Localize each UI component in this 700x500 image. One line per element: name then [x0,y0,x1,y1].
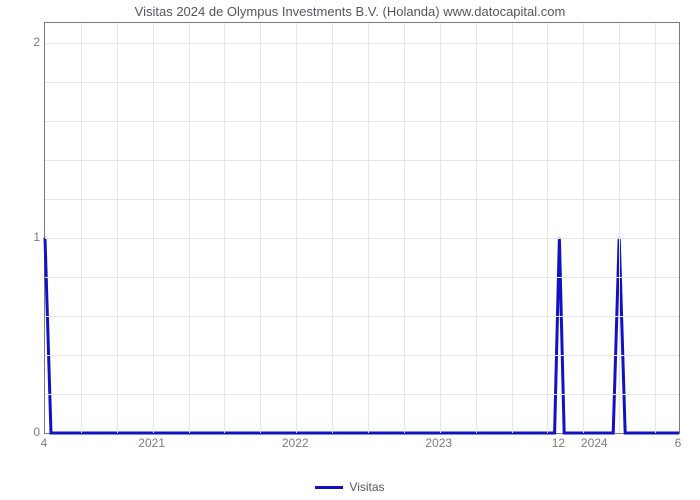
grid-line-horizontal [45,82,679,83]
x-axis-tick-label: 2024 [581,436,608,450]
legend-swatch [315,486,343,489]
grid-line-vertical [368,23,369,433]
y-axis-tick-label: 0 [10,425,40,439]
grid-line-vertical [547,23,548,433]
x-axis-tick-label: 12 [552,436,565,450]
grid-line-vertical [619,23,620,433]
grid-line-vertical [81,23,82,433]
y-axis-tick-label: 2 [10,35,40,49]
grid-line-vertical [655,23,656,433]
grid-line-horizontal [45,160,679,161]
grid-line-horizontal [45,199,679,200]
grid-line-vertical [583,23,584,433]
grid-line-vertical [117,23,118,433]
grid-line-horizontal [45,121,679,122]
grid-line-vertical [296,23,297,433]
grid-line-vertical [404,23,405,433]
grid-line-vertical [440,23,441,433]
y-axis-tick-label: 1 [10,230,40,244]
grid-line-horizontal [45,355,679,356]
grid-line-vertical [189,23,190,433]
grid-line-horizontal [45,277,679,278]
grid-line-vertical [476,23,477,433]
grid-line-horizontal [45,394,679,395]
grid-line-vertical [260,23,261,433]
visits-chart: Visitas 2024 de Olympus Investments B.V.… [0,0,700,500]
grid-line-horizontal [45,43,679,44]
grid-line-vertical [512,23,513,433]
grid-line-horizontal [45,238,679,239]
legend: Visitas [0,480,700,494]
x-axis-tick-label: 2021 [138,436,165,450]
grid-line-horizontal [45,316,679,317]
x-axis-tick-label: 6 [675,436,682,450]
grid-line-vertical [332,23,333,433]
plot-area [44,22,680,434]
grid-line-vertical [153,23,154,433]
x-axis-tick-label: 4 [41,436,48,450]
legend-label: Visitas [349,480,384,494]
chart-title: Visitas 2024 de Olympus Investments B.V.… [0,4,700,19]
x-axis-tick-label: 2023 [425,436,452,450]
grid-line-vertical [224,23,225,433]
x-axis-tick-label: 2022 [282,436,309,450]
